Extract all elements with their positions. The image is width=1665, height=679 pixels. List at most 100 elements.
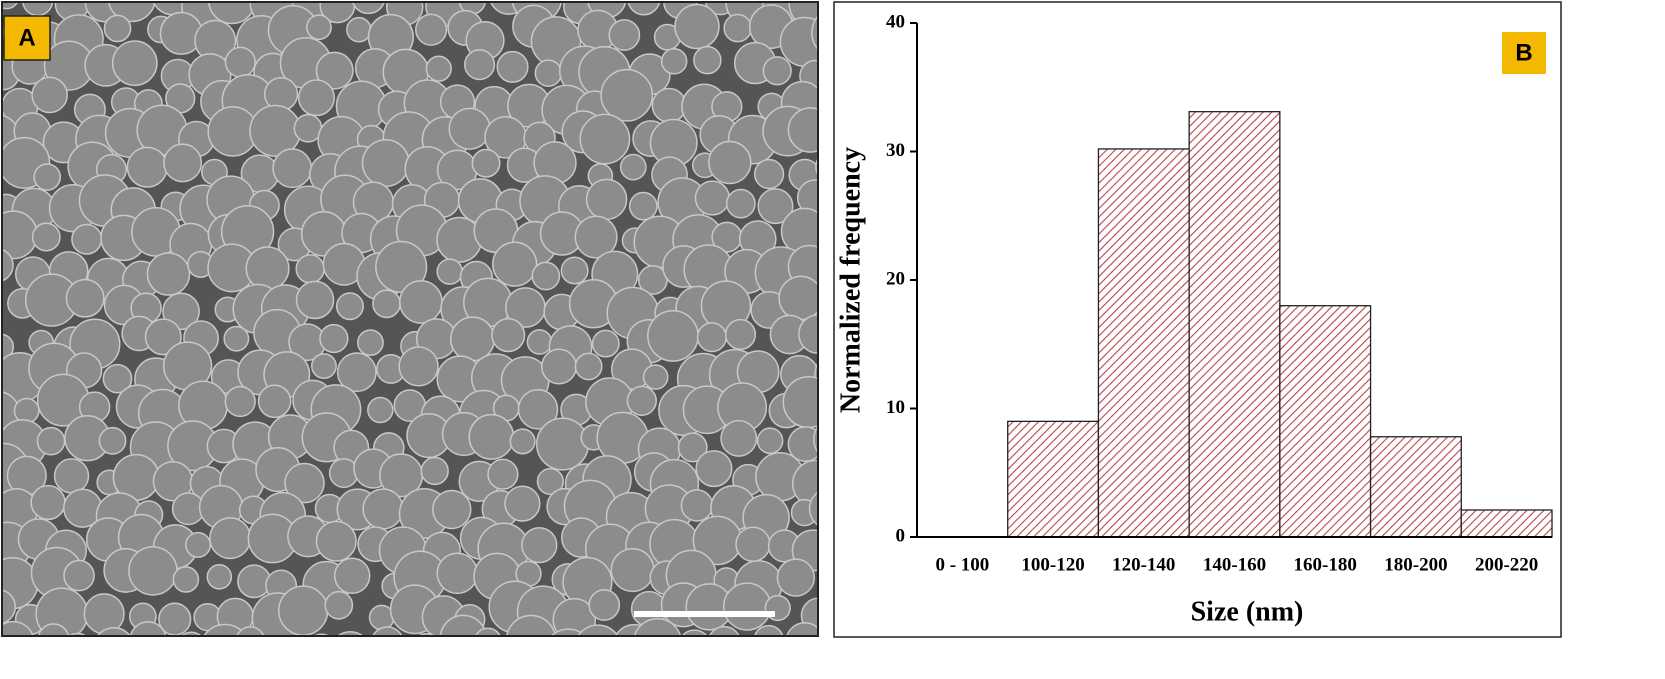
- particle: [574, 352, 603, 381]
- sem-image: [2, 2, 818, 636]
- particle: [610, 547, 655, 593]
- particle: [372, 289, 401, 319]
- particle: [297, 79, 336, 117]
- x-tick-label: 0 - 100: [935, 554, 989, 575]
- particle: [129, 621, 167, 636]
- particle: [245, 246, 290, 291]
- particle: [367, 396, 394, 424]
- particle: [681, 629, 708, 636]
- particle: [333, 557, 371, 594]
- particle: [813, 425, 818, 454]
- particle: [357, 329, 384, 357]
- particle: [674, 3, 720, 50]
- particle: [237, 564, 272, 599]
- particle: [504, 485, 541, 522]
- particle: [463, 49, 496, 81]
- bar: [1279, 305, 1372, 538]
- y-tick-label: 10: [886, 397, 905, 418]
- bar: [1460, 509, 1553, 538]
- particle: [680, 489, 714, 522]
- particle: [207, 2, 256, 25]
- particle: [63, 559, 95, 592]
- y-tick-label: 40: [886, 11, 905, 32]
- particle: [651, 87, 687, 123]
- particle: [31, 222, 61, 252]
- particle: [223, 325, 250, 352]
- particle: [696, 322, 727, 353]
- x-axis-title: Size (nm): [1191, 596, 1304, 627]
- panel-label-box: [1502, 32, 1546, 74]
- particle: [591, 329, 620, 358]
- particle: [608, 19, 641, 51]
- particle: [778, 275, 818, 321]
- particle: [2, 248, 14, 282]
- particle: [415, 13, 448, 46]
- particle: [65, 278, 105, 318]
- particle: [787, 107, 818, 153]
- particle: [98, 426, 127, 455]
- particle: [313, 633, 330, 636]
- particle: [172, 566, 200, 593]
- particle: [13, 397, 40, 424]
- particle: [68, 632, 87, 636]
- x-tick-label: 180-200: [1384, 554, 1447, 575]
- particle: [526, 329, 553, 355]
- particle: [531, 261, 561, 291]
- particle: [257, 384, 292, 419]
- particle: [346, 16, 372, 43]
- particle: [436, 258, 464, 285]
- particle: [628, 191, 658, 221]
- particle: [71, 223, 103, 255]
- particle: [786, 622, 818, 636]
- scale-bar: [634, 611, 775, 617]
- particle: [585, 178, 628, 221]
- particle: [335, 292, 364, 321]
- particle: [224, 385, 256, 418]
- particle: [693, 45, 722, 75]
- particle: [96, 626, 132, 636]
- particle: [627, 2, 661, 16]
- particle: [128, 546, 178, 596]
- particle: [277, 585, 329, 636]
- particle: [295, 254, 325, 284]
- particle: [2, 333, 15, 361]
- particle: [448, 107, 491, 150]
- y-tick-label: 0: [896, 525, 906, 546]
- x-tick-label: 140-160: [1203, 554, 1266, 575]
- particle: [449, 316, 496, 362]
- particle: [432, 489, 472, 530]
- bar: [1188, 111, 1281, 538]
- particle: [776, 558, 815, 597]
- particle: [2, 620, 34, 636]
- particle: [600, 68, 654, 122]
- particle: [324, 590, 354, 620]
- particle: [535, 417, 590, 471]
- particle: [577, 624, 619, 636]
- particle: [735, 526, 771, 562]
- particle: [753, 158, 785, 190]
- particle: [33, 163, 62, 191]
- particle: [471, 148, 501, 178]
- particle: [757, 188, 794, 225]
- particle: [206, 564, 233, 590]
- particle: [695, 450, 733, 488]
- x-tick-label: 200-220: [1475, 554, 1538, 575]
- x-tick-label: 120-140: [1112, 554, 1175, 575]
- particle: [642, 364, 669, 390]
- particle: [811, 15, 818, 51]
- particle: [30, 484, 66, 521]
- particle: [146, 252, 191, 296]
- particle: [694, 180, 730, 216]
- particle: [236, 626, 265, 636]
- particle: [37, 623, 70, 636]
- particle: [103, 14, 132, 43]
- panel-label-box: [3, 15, 51, 61]
- bar: [1369, 436, 1462, 538]
- image-border: [1, 1, 819, 637]
- particle: [724, 318, 757, 351]
- particle: [272, 148, 313, 189]
- particle: [126, 146, 168, 188]
- particle: [588, 589, 621, 621]
